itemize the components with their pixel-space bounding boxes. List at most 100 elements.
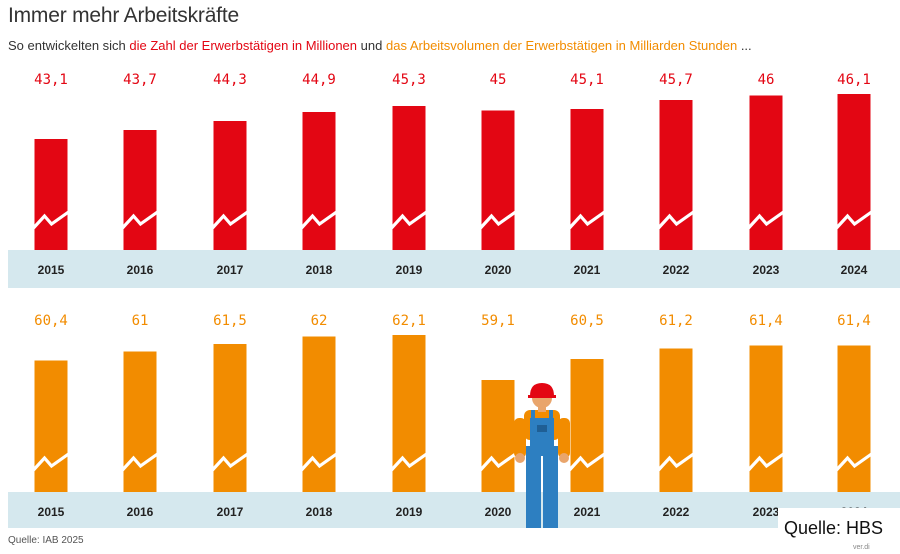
year-label-2018: 2018 <box>306 263 333 277</box>
bar-2018 <box>302 336 336 492</box>
subtitle-suffix: ... <box>740 38 752 53</box>
axis-break-2015 <box>32 452 70 472</box>
value-label-2017: 44,3 <box>213 72 247 88</box>
bar-2024 <box>837 345 871 492</box>
year-label-2021: 2021 <box>574 263 601 277</box>
year-label-2016: 2016 <box>127 263 154 277</box>
worker-overalls-bib <box>530 418 554 448</box>
subtitle-orange-series: das Arbeitsvolumen der Erwerbstätigen in… <box>385 38 738 53</box>
year-label-2017: 2017 <box>217 263 244 277</box>
year-label-2020: 2020 <box>485 505 512 519</box>
year-label-2015: 2015 <box>38 505 65 519</box>
subtitle-red-series: die Zahl der Erwerbstätigen in Millionen <box>129 38 358 53</box>
value-label-2018: 62 <box>311 313 328 329</box>
bar-2020 <box>481 380 515 492</box>
value-label-2022: 61,2 <box>659 313 693 329</box>
axis-break-2024 <box>835 210 873 230</box>
axis-break-2021 <box>568 210 606 230</box>
worker-left-leg <box>526 446 541 528</box>
value-label-2020: 45 <box>490 72 507 88</box>
year-label-2022: 2022 <box>663 263 690 277</box>
axis-break-2017 <box>211 452 249 472</box>
axis-break-2022 <box>657 452 695 472</box>
value-label-2021: 60,5 <box>570 313 604 329</box>
worker-right-hand <box>559 453 569 463</box>
axis-break-2020 <box>479 210 517 230</box>
value-label-2020: 59,1 <box>481 313 515 329</box>
chart-title: Immer mehr Arbeitskräfte <box>8 4 239 27</box>
year-label-2017: 2017 <box>217 505 244 519</box>
bar-2016 <box>123 351 157 492</box>
value-label-2015: 43,1 <box>34 72 68 88</box>
value-label-2021: 45,1 <box>570 72 604 88</box>
year-label-2024: 2024 <box>841 263 868 277</box>
bar-2016 <box>123 130 157 250</box>
credit-box <box>778 508 900 554</box>
bar-2021 <box>570 109 604 250</box>
year-label-2015: 2015 <box>38 263 65 277</box>
year-label-2022: 2022 <box>663 505 690 519</box>
axis-break-2024 <box>835 452 873 472</box>
publisher-logo: ver.di <box>853 544 870 551</box>
value-label-2024: 46,1 <box>837 72 871 88</box>
axis-break-2021 <box>568 452 606 472</box>
bar-2018 <box>302 112 336 250</box>
subtitle-mid: und <box>360 38 383 53</box>
bar-2015 <box>34 139 68 250</box>
worker-helmet <box>530 383 554 396</box>
year-band <box>8 492 900 528</box>
axis-break-2020 <box>479 452 517 472</box>
bar-2023 <box>749 95 783 250</box>
value-label-2024: 61,4 <box>837 313 871 329</box>
value-label-2017: 61,5 <box>213 313 247 329</box>
subtitle-prefix: So entwickelten sich <box>8 38 126 53</box>
year-band <box>8 250 900 288</box>
bar-2024 <box>837 94 871 250</box>
source-note: Quelle: IAB 2025 <box>8 535 84 546</box>
axis-break-2023 <box>747 210 785 230</box>
value-label-2019: 45,3 <box>392 72 426 88</box>
value-label-2016: 61 <box>132 313 149 329</box>
year-label-2021: 2021 <box>574 505 601 519</box>
credit-label: Quelle: HBS <box>784 518 884 538</box>
worker-left-arm <box>514 418 526 458</box>
axis-break-2019 <box>390 210 428 230</box>
value-label-2023: 46 <box>758 72 775 88</box>
bar-2022 <box>659 100 693 250</box>
year-label-2019: 2019 <box>396 505 423 519</box>
axis-break-2016 <box>121 452 159 472</box>
value-label-2022: 45,7 <box>659 72 693 88</box>
bar-2021 <box>570 359 604 492</box>
bar-2020 <box>481 110 515 250</box>
axis-break-2019 <box>390 452 428 472</box>
worker-right-leg <box>543 446 558 528</box>
worker-helmet-brim <box>528 395 556 398</box>
worker-hip <box>526 446 558 456</box>
construction-worker-icon <box>514 383 570 528</box>
value-label-2016: 43,7 <box>123 72 157 88</box>
value-label-2023: 61,4 <box>749 313 783 329</box>
year-label-2019: 2019 <box>396 263 423 277</box>
worker-strap-left <box>531 410 535 420</box>
value-label-2015: 60,4 <box>34 313 68 329</box>
year-label-2018: 2018 <box>306 505 333 519</box>
worker-left-hand <box>515 453 525 463</box>
worker-strap-right <box>549 410 553 420</box>
axis-break-2016 <box>121 210 159 230</box>
bar-2022 <box>659 348 693 492</box>
bar-2015 <box>34 360 68 492</box>
axis-break-2018 <box>300 452 338 472</box>
bar-2019 <box>392 106 426 250</box>
axis-break-2018 <box>300 210 338 230</box>
year-label-2023: 2023 <box>753 505 780 519</box>
axis-break-2022 <box>657 210 695 230</box>
worker-pocket <box>537 425 547 432</box>
bar-2017 <box>213 121 247 250</box>
chart-subtitle: So entwickelten sich die Zahl der Erwerb… <box>8 38 752 53</box>
bar-2019 <box>392 335 426 492</box>
work-volume-chart: 60,4 2015 61 2016 61,5 2017 62 2018 62,1 2019 59,1… <box>8 313 900 528</box>
axis-break-2017 <box>211 210 249 230</box>
value-label-2019: 62,1 <box>392 313 426 329</box>
value-label-2018: 44,9 <box>302 72 336 88</box>
